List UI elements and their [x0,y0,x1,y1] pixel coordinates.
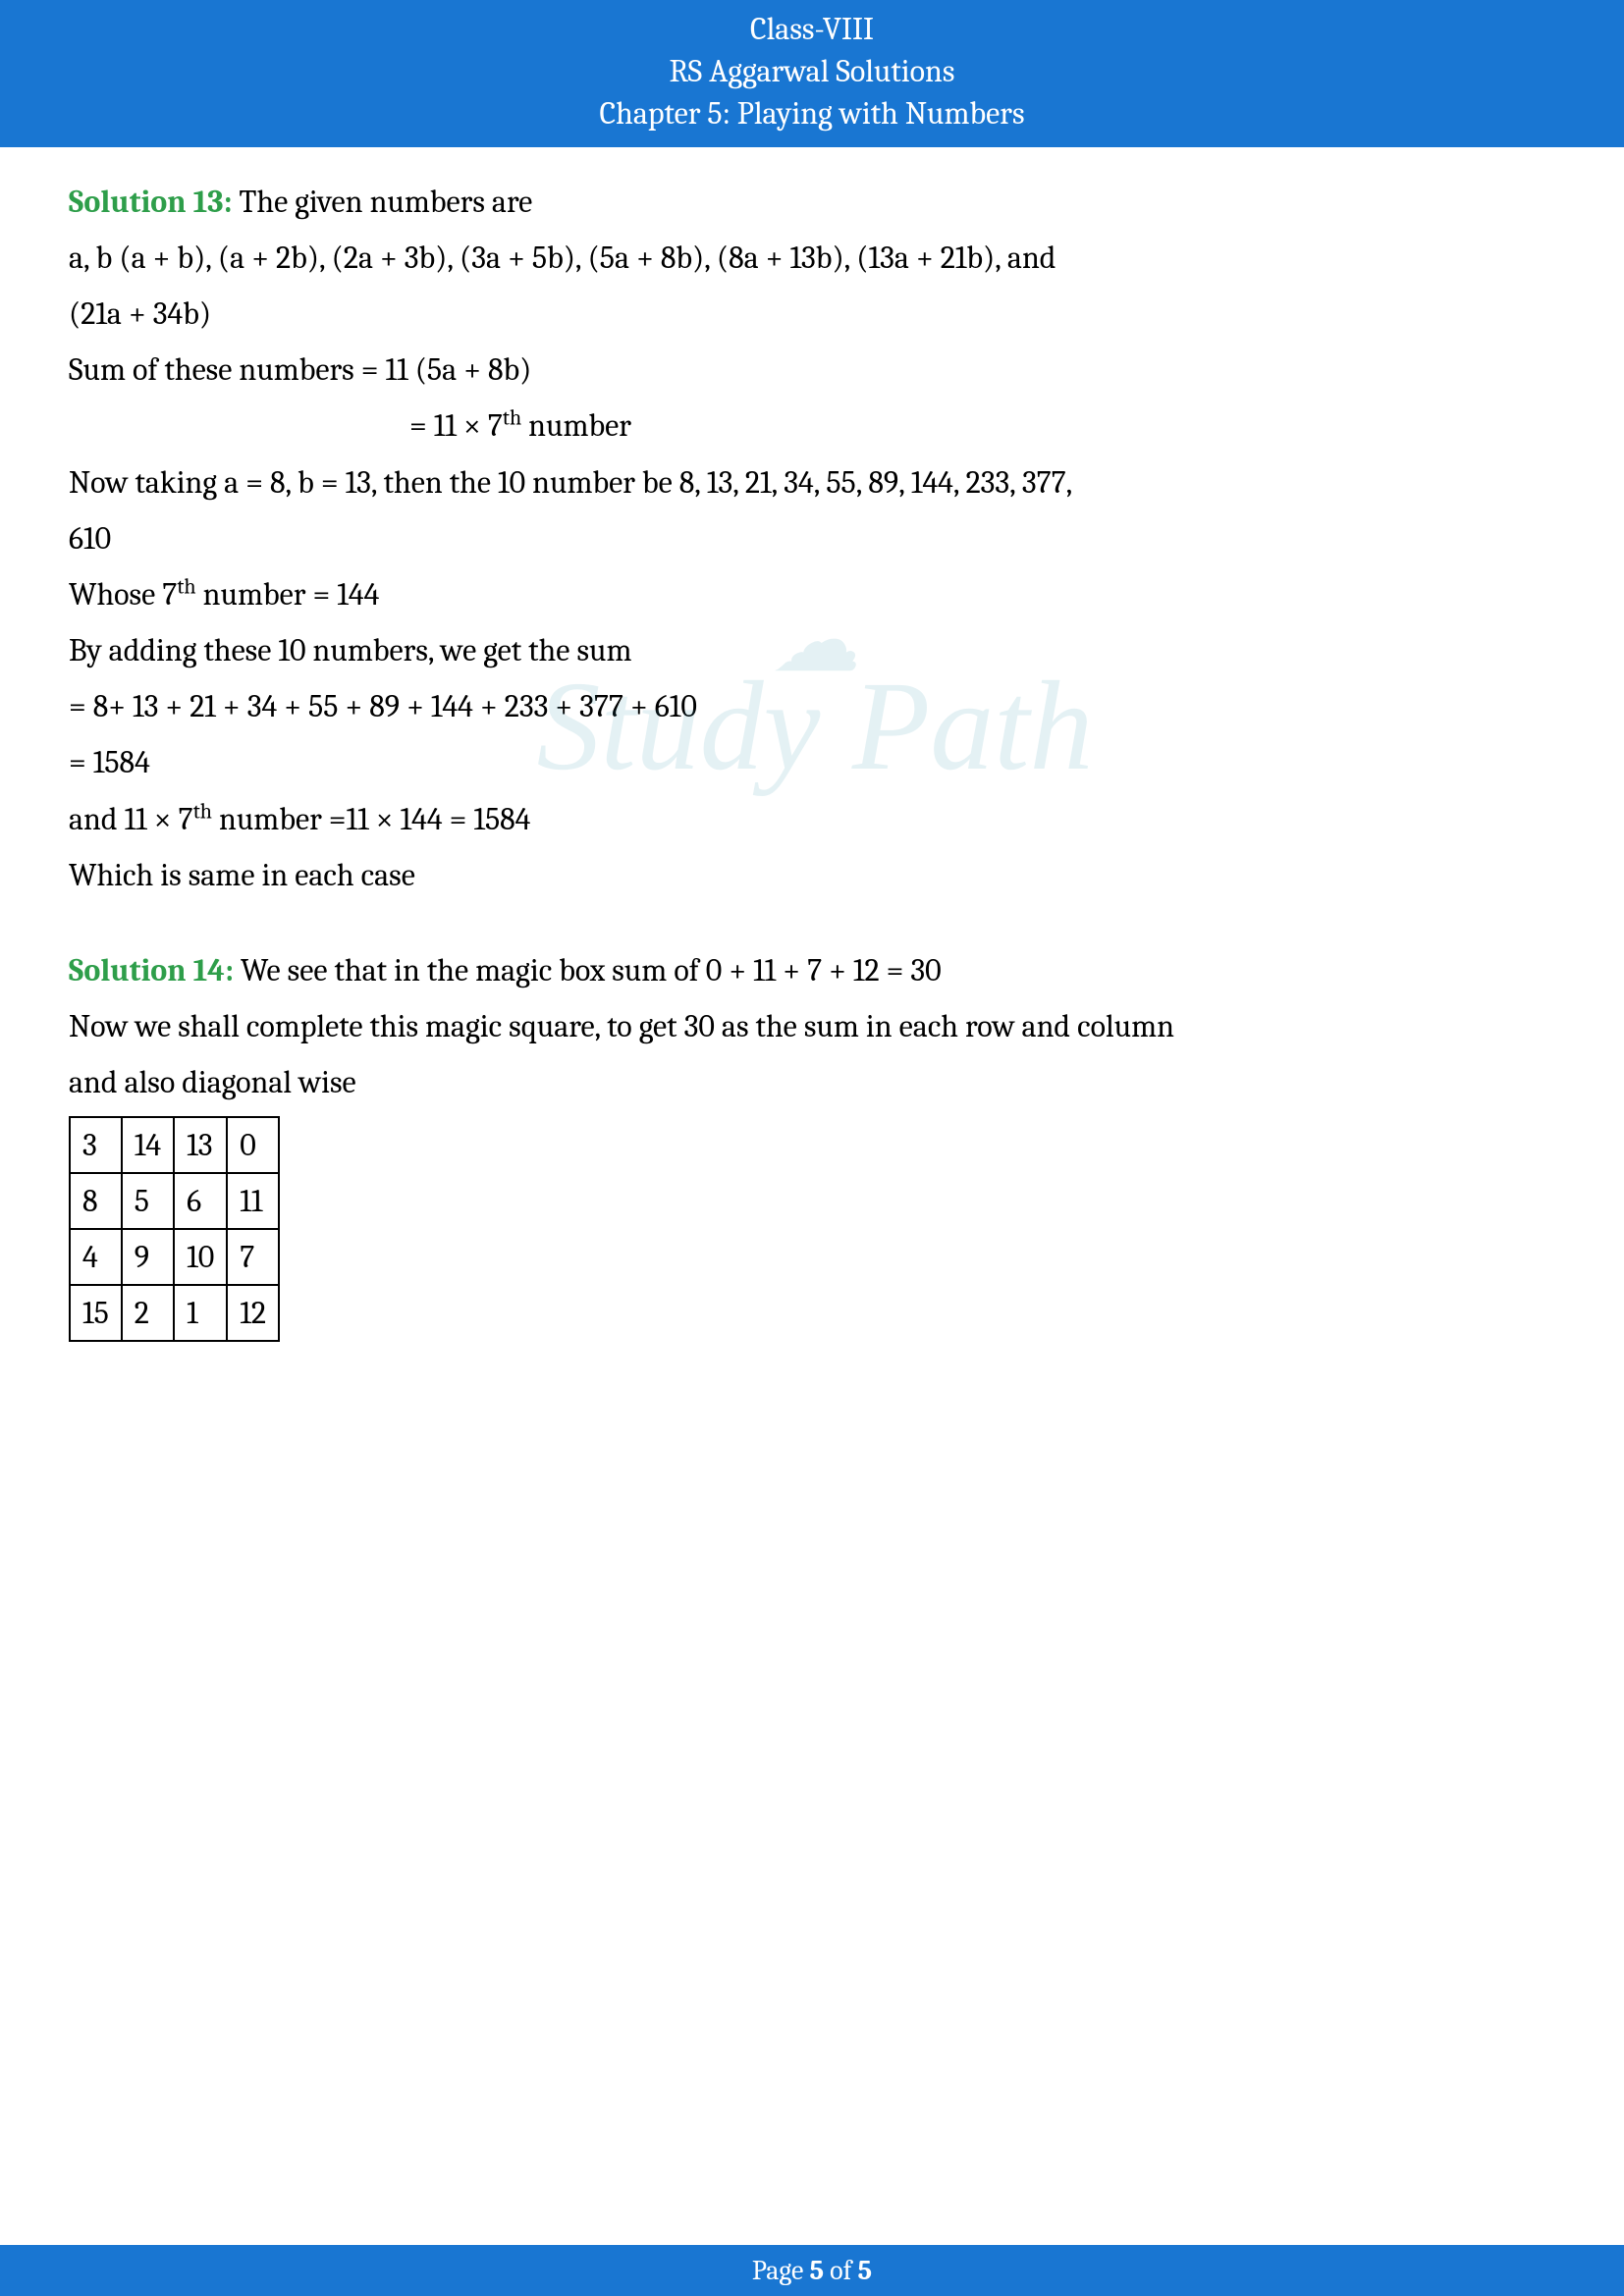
solution-14-line-2: Now we shall complete this magic square,… [69,1001,1555,1051]
table-row: 3 14 13 0 [70,1117,279,1173]
table-cell: 9 [122,1229,174,1285]
solution-13-line-12-post: number =11 × 144 = 1584 [212,801,530,837]
footer-middle: of [824,2255,858,2286]
table-cell: 14 [122,1117,174,1173]
solution-13-line-12-pre: and 11 × 7 [69,801,193,837]
table-cell: 13 [174,1117,227,1173]
solution-13-intro-text: The given numbers are [233,184,533,220]
table-cell: 3 [70,1117,122,1173]
header-chapter: Chapter 5: Playing with Numbers [0,92,1624,134]
solution-13-line-4: Sum of these numbers = 11 (5a + 8b) [69,345,1555,395]
table-cell: 12 [227,1285,279,1341]
solution-13-line-5-sup: th [503,405,521,431]
footer-total-pages: 5 [858,2255,873,2286]
solution-13-line-13: Which is same in each case [69,850,1555,900]
solution-13-intro: Solution 13: The given numbers are [69,177,1555,227]
footer-current-page: 5 [809,2255,824,2286]
page-header: Class-VIII RS Aggarwal Solutions Chapter… [0,0,1624,147]
table-cell: 7 [227,1229,279,1285]
solution-13-line-8-sup: th [177,573,195,599]
solution-13-label: Solution 13: [69,184,233,220]
table-cell: 0 [227,1117,279,1173]
table-cell: 5 [122,1173,174,1229]
solution-13-line-8-post: number = 144 [196,576,380,613]
table-cell: 1 [174,1285,227,1341]
solution-14-label: Solution 14: [69,952,234,988]
table-cell: 15 [70,1285,122,1341]
solution-13-line-5: = 11 × 7th number [69,400,1555,451]
table-cell: 4 [70,1229,122,1285]
table-cell: 10 [174,1229,227,1285]
solution-13-line-2: a, b (a + b), (a + 2b), (2a + 3b), (3a +… [69,233,1555,283]
solution-13-line-8-pre: Whose 7 [69,576,177,613]
header-class: Class-VIII [0,8,1624,50]
page-footer: Page 5 of 5 [0,2245,1624,2296]
page-content: Solution 13: The given numbers are a, b … [0,147,1624,1343]
solution-13-line-9: By adding these 10 numbers, we get the s… [69,625,1555,675]
solution-13-line-3: (21a + 34b) [69,289,1555,339]
table-cell: 11 [227,1173,279,1229]
table-cell: 6 [174,1173,227,1229]
solution-14-intro-text: We see that in the magic box sum of 0 + … [234,952,942,988]
solution-13-line-12-sup: th [193,798,212,824]
table-cell: 2 [122,1285,174,1341]
footer-prefix: Page [752,2255,810,2286]
solution-13-line-5-pre: = 11 × 7 [409,407,503,444]
solution-13-line-6: Now taking a = 8, b = 13, then the 10 nu… [69,457,1555,507]
header-book: RS Aggarwal Solutions [0,50,1624,92]
table-cell: 8 [70,1173,122,1229]
table-row: 8 5 6 11 [70,1173,279,1229]
table-row: 4 9 10 7 [70,1229,279,1285]
solution-14-intro: Solution 14: We see that in the magic bo… [69,945,1555,995]
table-row: 15 2 1 12 [70,1285,279,1341]
solution-13-line-12: and 11 × 7th number =11 × 144 = 1584 [69,794,1555,844]
magic-square-table: 3 14 13 0 8 5 6 11 4 9 10 7 15 2 1 12 [69,1116,280,1343]
solution-13-line-10: = 8+ 13 + 21 + 34 + 55 + 89 + 144 + 233 … [69,681,1555,731]
solution-13-line-7: 610 [69,513,1555,563]
solution-13-line-8: Whose 7th number = 144 [69,569,1555,619]
solution-14-line-3: and also diagonal wise [69,1057,1555,1107]
solution-13-line-5-post: number [521,407,631,444]
solution-13-line-11: = 1584 [69,737,1555,787]
